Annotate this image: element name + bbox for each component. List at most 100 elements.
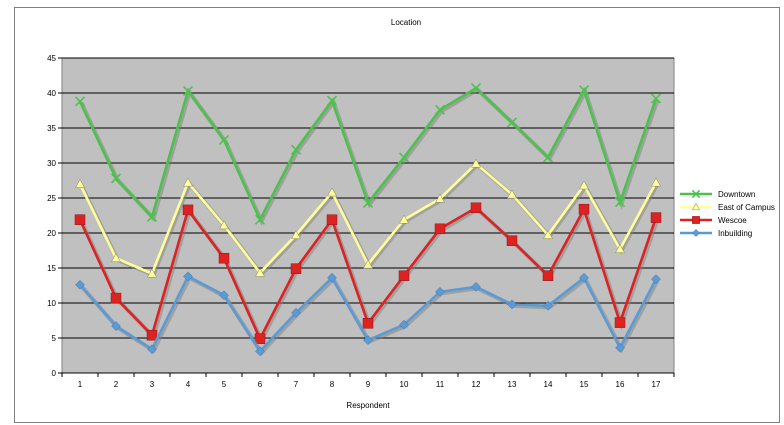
legend-marker [691, 202, 701, 211]
data-point [182, 204, 194, 216]
data-point [254, 214, 266, 225]
y-tick-label: 20 [47, 229, 56, 238]
data-point [219, 290, 229, 301]
data-point [110, 173, 122, 184]
data-point [507, 299, 517, 310]
series-east-of-campus [75, 158, 661, 278]
data-point [327, 272, 337, 283]
x-tick-label: 3 [150, 380, 155, 389]
data-point [363, 335, 373, 345]
data-point [434, 223, 446, 235]
chart-title: Location [391, 18, 421, 27]
data-point [74, 96, 86, 107]
data-point [579, 272, 589, 283]
data-point [399, 214, 409, 224]
data-point [326, 214, 338, 225]
data-point [651, 274, 661, 285]
x-tick-label: 16 [616, 380, 625, 389]
data-point [650, 212, 662, 223]
data-point [255, 346, 265, 357]
data-point [291, 307, 301, 318]
data-point [434, 104, 446, 115]
data-point [327, 187, 337, 197]
x-tick-label: 15 [580, 380, 589, 389]
data-point [111, 321, 121, 331]
x-tick-label: 1 [78, 380, 83, 389]
data-point [507, 189, 517, 199]
legend: Downtown East of Campus Wescoe Inbuilding [680, 189, 775, 238]
x-tick-label: 4 [186, 380, 191, 389]
data-point [435, 193, 445, 203]
x-axis-label: Respondent [346, 401, 390, 410]
data-point [398, 270, 410, 281]
data-point [615, 244, 625, 253]
data-point [183, 271, 193, 282]
data-point [74, 214, 86, 225]
data-point [578, 85, 590, 96]
data-point [290, 144, 302, 155]
data-point [147, 268, 157, 278]
data-point [255, 267, 265, 277]
data-point [290, 263, 302, 274]
y-tick-label: 35 [47, 124, 56, 133]
data-point [614, 317, 626, 328]
x-tick-label: 13 [508, 380, 517, 389]
data-point [111, 253, 121, 263]
data-point [254, 333, 266, 344]
series-group [74, 83, 662, 357]
data-point [471, 282, 481, 292]
series-downtown [74, 83, 662, 226]
legend-label: Downtown [718, 190, 755, 199]
data-point [326, 95, 338, 106]
data-point [399, 319, 409, 330]
legend-label: Wescoe [718, 216, 747, 225]
y-axis: 0 5 10 15 20 25 30 35 40 45 [47, 54, 62, 378]
x-tick-label: 6 [258, 380, 263, 389]
data-point [362, 318, 374, 329]
x-tick-label: 2 [114, 380, 119, 389]
x-axis: 1 2 3 4 5 6 7 8 9 10 11 12 13 14 15 16 17 [61, 372, 675, 389]
data-point [578, 203, 590, 215]
x-tick-label: 14 [544, 380, 553, 389]
x-tick-label: 17 [652, 380, 661, 389]
data-point [146, 211, 158, 222]
data-point [471, 158, 481, 168]
data-point [110, 292, 122, 304]
y-tick-label: 45 [47, 54, 56, 63]
data-point [363, 259, 373, 269]
data-point [218, 134, 230, 145]
data-point [75, 178, 85, 188]
data-point [147, 344, 157, 355]
data-point [506, 117, 518, 128]
x-tick-label: 9 [366, 380, 371, 389]
data-point [506, 235, 518, 246]
data-point [182, 85, 194, 96]
data-point [543, 230, 553, 239]
x-tick-label: 7 [294, 380, 299, 389]
data-point [183, 177, 193, 187]
data-point [579, 180, 589, 190]
legend-item-inbuilding: Inbuilding [680, 229, 752, 238]
x-tick-label: 11 [436, 380, 445, 389]
data-point [615, 342, 625, 353]
series-inbuilding [75, 271, 661, 357]
data-point [362, 197, 374, 208]
data-point [542, 270, 554, 281]
x-tick-label: 8 [330, 380, 335, 389]
data-point [219, 220, 229, 230]
data-point [75, 279, 85, 290]
y-tick-label: 5 [52, 334, 57, 343]
legend-label: Inbuilding [718, 229, 752, 238]
x-tick-label: 10 [400, 380, 409, 389]
legend-item-downtown: Downtown [680, 189, 755, 199]
x-tick-label: 12 [472, 380, 481, 389]
data-point [291, 230, 301, 239]
data-point [614, 197, 626, 208]
legend-marker [691, 189, 701, 199]
data-point [435, 286, 445, 297]
series-wescoe [74, 202, 662, 345]
y-tick-label: 0 [52, 369, 57, 378]
data-point [543, 300, 553, 311]
legend-item-east-of-campus: East of Campus [680, 202, 775, 212]
data-point [542, 152, 554, 163]
